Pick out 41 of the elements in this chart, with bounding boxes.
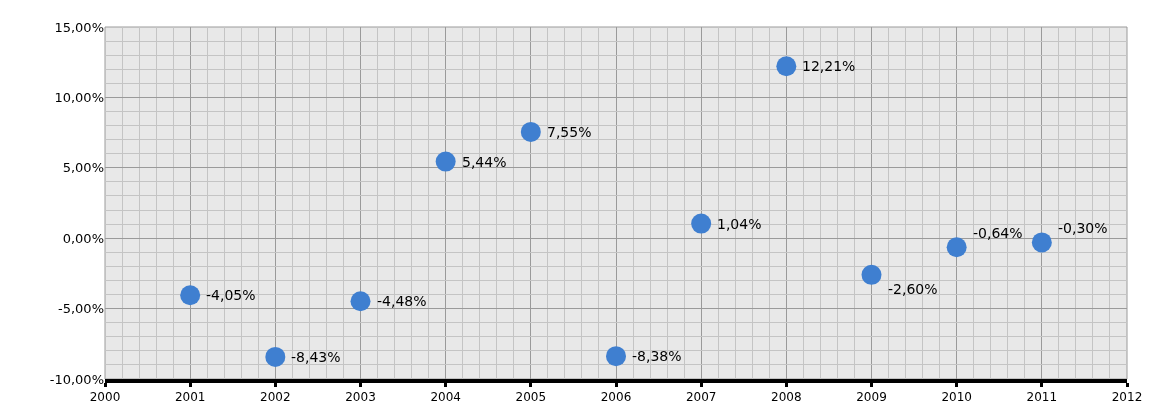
x-tick-label: 2004 [430, 390, 461, 405]
point [691, 213, 712, 234]
point [520, 121, 541, 142]
data-label: -0,64% [973, 225, 1023, 241]
x-tick-label: 2003 [345, 390, 376, 405]
point [265, 346, 286, 367]
data-label: -0,30% [1058, 220, 1108, 236]
y-tick-label: -5,00% [58, 301, 104, 317]
data-label: -8,43% [291, 349, 341, 365]
y-tick-label: 5,00% [62, 160, 104, 176]
x-tick-label: 2010 [941, 390, 972, 405]
x-tick-label: 2002 [260, 390, 291, 405]
data-label: 12,21% [802, 58, 856, 74]
point [1031, 232, 1052, 253]
point [350, 291, 371, 312]
point [180, 285, 201, 306]
x-tick-label: 2001 [174, 390, 206, 405]
y-tick-label: 0,00% [62, 230, 104, 246]
y-tick-label: -10,00% [49, 371, 104, 387]
data-label: -4,05% [206, 287, 256, 303]
data-label: -4,48% [377, 293, 427, 309]
data-label: -2,60% [888, 281, 938, 297]
y-tick-label: 10,00% [54, 89, 104, 105]
x-tick-label: 2000 [89, 390, 121, 405]
x-tick-label: 2012 [1111, 390, 1143, 405]
x-tick-label: 2008 [771, 390, 802, 405]
point [435, 151, 456, 172]
x-tick-label: 2006 [600, 390, 632, 405]
y-tick-label: 15,00% [54, 19, 104, 35]
point [776, 56, 797, 77]
data-label: 7,55% [547, 124, 592, 140]
x-tick-label: 2007 [685, 390, 717, 405]
point [946, 237, 967, 258]
data-label: 5,44% [462, 154, 507, 170]
point [861, 264, 882, 285]
x-tick-label: 2005 [515, 390, 547, 405]
x-tick-label: 2009 [856, 390, 887, 405]
x-tick-label: 2011 [1026, 390, 1058, 405]
point [606, 346, 626, 367]
data-label: -8,38% [632, 348, 682, 364]
data-label: 1,04% [717, 216, 762, 232]
